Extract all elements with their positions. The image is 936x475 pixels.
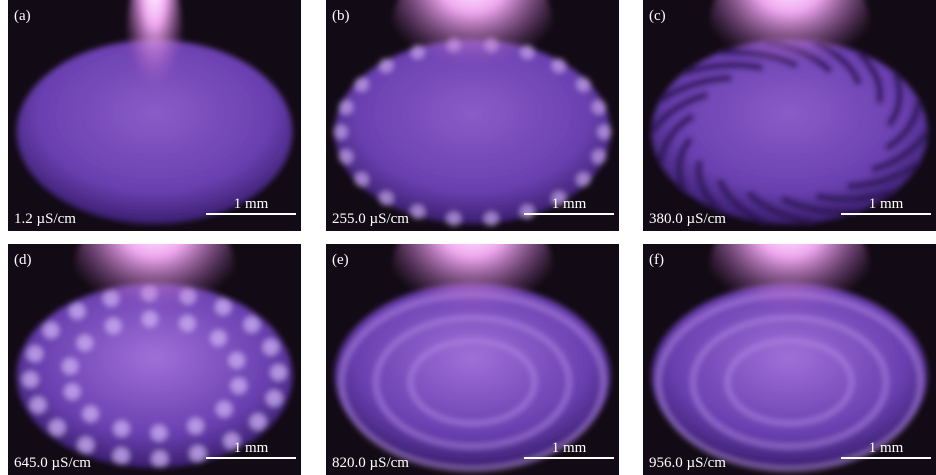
scale-label: 1 mm — [869, 196, 904, 212]
panel-label: (f) — [649, 252, 664, 268]
scale-label: 1 mm — [869, 440, 904, 456]
conductivity-label: 645.0 µS/cm — [14, 455, 91, 471]
plasma-photo: (e) 820.0 µS/cm 1 mm — [326, 244, 619, 475]
conductivity-label: 1.2 µS/cm — [14, 211, 76, 227]
plasma-photo: (c) 380.0 µS/cm 1 mm — [643, 0, 936, 231]
scale-label: 1 mm — [234, 196, 269, 212]
panel-label: (d) — [14, 252, 32, 268]
plasma-photo: (d) 645.0 µS/cm 1 mm — [8, 244, 301, 475]
scale-label: 1 mm — [552, 440, 587, 456]
plasma-photo: (a) 1.2 µS/cm 1 mm — [8, 0, 301, 231]
panel-label: (b) — [332, 8, 350, 24]
panel-label: (e) — [332, 252, 349, 268]
plasma-photo: (f) 956.0 µS/cm 1 mm — [643, 244, 936, 475]
scale-label: 1 mm — [552, 196, 587, 212]
conductivity-label: 255.0 µS/cm — [332, 211, 409, 227]
conductivity-label: 380.0 µS/cm — [649, 211, 726, 227]
scale-label: 1 mm — [234, 440, 269, 456]
panel-label: (a) — [14, 8, 31, 24]
figure: (a) 1.2 µS/cm 1 mm (b) 255.0 µS/cm 1 mm — [0, 0, 936, 475]
plasma-photo: (b) 255.0 µS/cm 1 mm — [326, 0, 619, 231]
conductivity-label: 820.0 µS/cm — [332, 455, 409, 471]
panel-label: (c) — [649, 8, 666, 24]
conductivity-label: 956.0 µS/cm — [649, 455, 726, 471]
